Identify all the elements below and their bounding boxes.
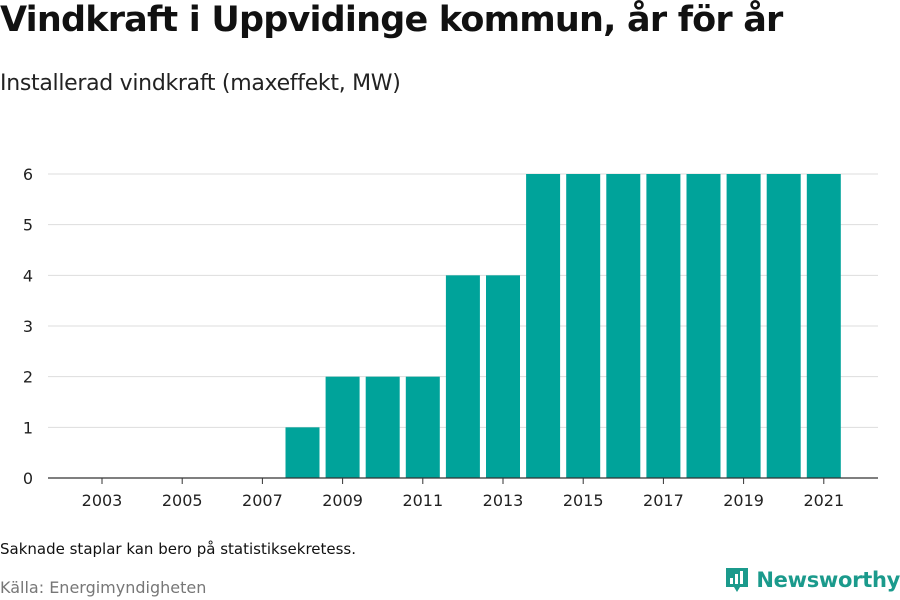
brand-logo[interactable]: Newsworthy [724, 566, 900, 594]
x-tick-label-2015: 2015 [563, 491, 604, 510]
bar-chart: 0 1 2 3 4 5 6 2003 2005 2007 2009 2011 2013 2015 2017 2… [23, 165, 878, 510]
bar-2016 [606, 174, 641, 478]
bar-2019 [726, 174, 761, 478]
brand-name: Newsworthy [756, 568, 900, 592]
bar-2014 [526, 174, 561, 478]
bar-2017 [646, 174, 681, 478]
bar-2020 [766, 174, 801, 478]
bars [285, 174, 841, 478]
x-tick-label-2017: 2017 [643, 491, 684, 510]
x-tick-label-2009: 2009 [322, 491, 363, 510]
newsworthy-logo-icon [726, 568, 749, 592]
footnote: Saknade staplar kan bero på statistiksek… [0, 540, 357, 558]
bar-2021 [806, 174, 841, 478]
y-tick-label-5: 5 [23, 216, 33, 235]
bar-2008 [285, 427, 320, 478]
bar-2010 [365, 376, 400, 478]
x-tick-label-2005: 2005 [162, 491, 203, 510]
bar-2012 [445, 275, 480, 478]
bar-2009 [325, 376, 360, 478]
tick-labels: 0 1 2 3 4 5 6 2003 2005 2007 2009 2011 2013 2015 2017 2… [23, 165, 844, 510]
y-tick-label-3: 3 [23, 317, 33, 336]
y-tick-label-4: 4 [23, 266, 33, 285]
chart-subtitle: Installerad vindkraft (maxeffekt, MW) [0, 71, 401, 96]
bar-2015 [566, 174, 601, 478]
bar-2011 [405, 376, 440, 478]
x-tick-label-2011: 2011 [402, 491, 443, 510]
axes [48, 477, 878, 484]
y-tick-label-0: 0 [23, 469, 33, 488]
x-tick-label-2003: 2003 [82, 491, 123, 510]
x-tick-label-2021: 2021 [803, 491, 844, 510]
bar-2018 [686, 174, 721, 478]
x-tick-label-2019: 2019 [723, 491, 764, 510]
y-tick-label-1: 1 [23, 418, 33, 437]
chart-title: Vindkraft i Uppvidinge kommun, år för år [0, 0, 783, 40]
y-tick-label-6: 6 [23, 165, 33, 184]
x-tick-label-2007: 2007 [242, 491, 283, 510]
y-tick-label-2: 2 [23, 368, 33, 387]
x-tick-label-2013: 2013 [483, 491, 524, 510]
source-credit: Källa: Energimyndigheten [0, 578, 207, 597]
bar-2013 [486, 275, 520, 478]
